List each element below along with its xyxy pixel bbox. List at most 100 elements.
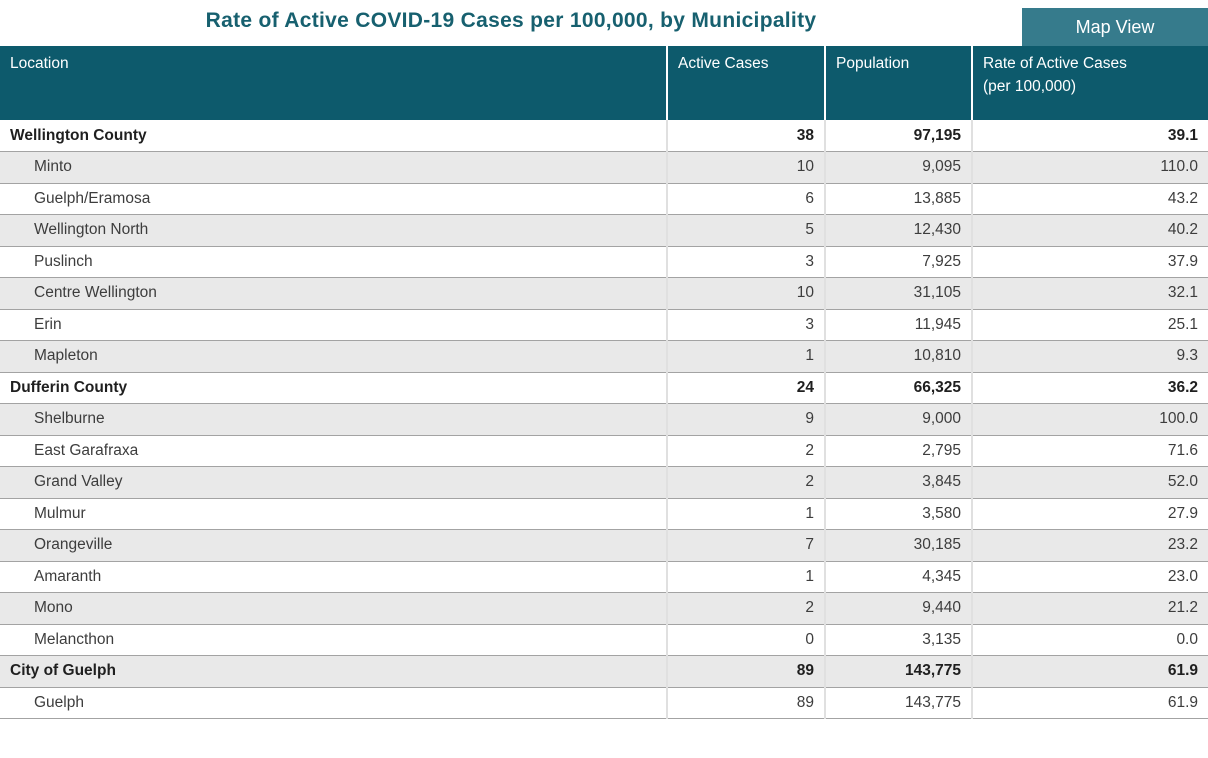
cell-rate: 23.2 [971,529,1208,561]
topbar: Rate of Active COVID-19 Cases per 100,00… [0,0,1208,46]
cell-active-cases: 7 [666,529,825,561]
cell-location: Dufferin County [0,371,667,404]
cell-population: 13,885 [824,182,972,215]
cell-population: 4,345 [824,560,972,593]
cell-population: 143,775 [824,655,972,687]
cell-rate: 61.9 [971,655,1208,687]
cell-population: 9,440 [824,592,972,624]
cell-population: 3,845 [824,466,972,498]
cell-location: Melancthon [0,623,667,656]
cell-location: Shelburne [0,403,667,435]
cell-active-cases: 10 [666,151,825,183]
table-row: Amaranth 1 4,345 23.0 [0,560,1208,593]
cell-active-cases: 2 [666,434,825,467]
cell-active-cases: 6 [666,182,825,215]
column-header-rate: Rate of Active Cases (per 100,000) [971,46,1208,120]
cell-population: 11,945 [824,308,972,341]
cell-active-cases: 5 [666,214,825,246]
cell-rate: 71.6 [971,434,1208,467]
page-title: Rate of Active COVID-19 Cases per 100,00… [205,9,817,32]
cell-rate: 100.0 [971,403,1208,435]
table-row: Mono 2 9,440 21.2 [0,592,1208,624]
column-header-sublabel: (per 100,000) [983,78,1077,96]
table-row: Puslinch 3 7,925 37.9 [0,245,1208,278]
cell-active-cases: 1 [666,497,825,530]
cell-location: Wellington County [10,126,147,144]
cell-rate: 37.9 [971,245,1208,278]
table-row: Erin 3 11,945 25.1 [0,308,1208,341]
table-row: Minto 10 9,095 110.0 [0,151,1208,183]
column-header-label: Location [10,55,69,72]
table-header-row: Location Active Cases Population Rate of… [0,46,1208,120]
map-view-button[interactable]: Map View [1022,8,1208,46]
cell-population: 3,135 [824,623,972,656]
cell-population: 2,795 [824,434,972,467]
table-row-group-total: Wellington County 38 97,195 39.1 [0,120,1208,152]
cell-active-cases: 1 [666,340,825,372]
cell-location: East Garafraxa [0,434,667,467]
cell-rate: 110.0 [971,151,1208,183]
cell-rate: 23.0 [971,560,1208,593]
cell-rate: 21.2 [971,592,1208,624]
cell-active-cases: 2 [666,592,825,624]
table-row: Centre Wellington 10 31,105 32.1 [0,277,1208,309]
cell-population: 97,195 [824,120,972,152]
cell-active-cases: 24 [666,371,825,404]
cell-population: 10,810 [824,340,972,372]
table-row: Orangeville 7 30,185 23.2 [0,529,1208,561]
cell-population: 66,325 [824,371,972,404]
cell-active-cases: 2 [666,466,825,498]
table-row: Mulmur 1 3,580 27.9 [0,497,1208,530]
cell-location: Erin [0,308,667,341]
column-header-active-cases: Active Cases [666,46,825,120]
cell-location: Mapleton [0,340,667,372]
column-header-location: Location [0,46,667,120]
cell-rate: 0.0 [971,623,1208,656]
cell-active-cases: 10 [666,277,825,309]
table-row: Mapleton 1 10,810 9.3 [0,340,1208,372]
column-header-label: Population [836,55,910,72]
cell-location: Orangeville [0,529,667,561]
cell-population: 30,185 [824,529,972,561]
cell-location: Centre Wellington [0,277,667,309]
table-row: Shelburne 9 9,000 100.0 [0,403,1208,435]
cell-active-cases: 1 [666,560,825,593]
cell-location: Guelph [0,686,667,719]
cell-location: Minto [0,151,667,183]
cell-rate: 27.9 [971,497,1208,530]
cell-active-cases: 9 [666,403,825,435]
cell-rate: 9.3 [971,340,1208,372]
cell-location: Guelph/Eramosa [0,182,667,215]
table-row-group-total: City of Guelph 89 143,775 61.9 [0,655,1208,687]
cell-active-cases: 38 [666,120,825,152]
cell-rate: 39.1 [971,120,1208,152]
table-row: East Garafraxa 2 2,795 71.6 [0,434,1208,467]
cell-rate: 43.2 [971,182,1208,215]
cell-active-cases: 89 [666,655,825,687]
table-row: Grand Valley 2 3,845 52.0 [0,466,1208,498]
column-header-label: Rate of Active Cases [983,55,1127,72]
cell-location: Mono [0,592,667,624]
cell-rate: 61.9 [971,686,1208,719]
column-header-population: Population [824,46,972,120]
cell-active-cases: 0 [666,623,825,656]
table-row: Wellington North 5 12,430 40.2 [0,214,1208,246]
cell-active-cases: 3 [666,245,825,278]
table-row: Guelph/Eramosa 6 13,885 43.2 [0,182,1208,215]
cell-rate: 40.2 [971,214,1208,246]
cell-population: 3,580 [824,497,972,530]
table-row-group-total: Dufferin County 24 66,325 36.2 [0,371,1208,404]
cell-location: Amaranth [0,560,667,593]
cell-active-cases: 3 [666,308,825,341]
cell-location: City of Guelph [0,655,667,687]
cell-location: Puslinch [0,245,667,278]
cell-rate: 52.0 [971,466,1208,498]
cell-population: 12,430 [824,214,972,246]
cell-population: 9,095 [824,151,972,183]
cell-rate: 36.2 [971,371,1208,404]
covid-rate-table: Location Active Cases Population Rate of… [0,46,1208,719]
cell-population: 31,105 [824,277,972,309]
cell-rate: 25.1 [971,308,1208,341]
cell-location: Wellington North [0,214,667,246]
